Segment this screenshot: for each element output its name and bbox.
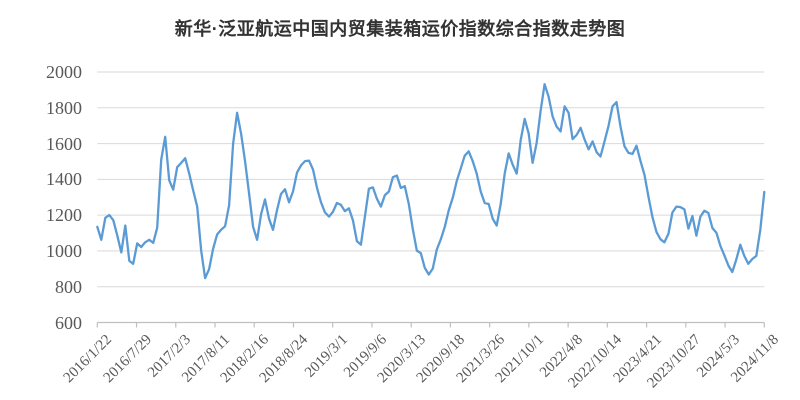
y-axis-tick-label: 2000 <box>46 62 82 82</box>
y-axis-tick-label: 800 <box>55 276 82 297</box>
index-line-series <box>96 83 766 280</box>
chart-title: 新华·泛亚航运中国内贸集装箱运价指数综合指数走势图 <box>174 19 626 39</box>
y-axis-tick-label: 1200 <box>46 205 82 226</box>
y-axis-tick-label: 1400 <box>46 169 82 190</box>
y-axis-tick-label: 1800 <box>46 97 82 118</box>
y-axis-tick-label: 600 <box>55 312 82 333</box>
y-axis-tick-label: 1600 <box>46 133 82 154</box>
y-axis-tick-label: 1000 <box>46 240 82 261</box>
